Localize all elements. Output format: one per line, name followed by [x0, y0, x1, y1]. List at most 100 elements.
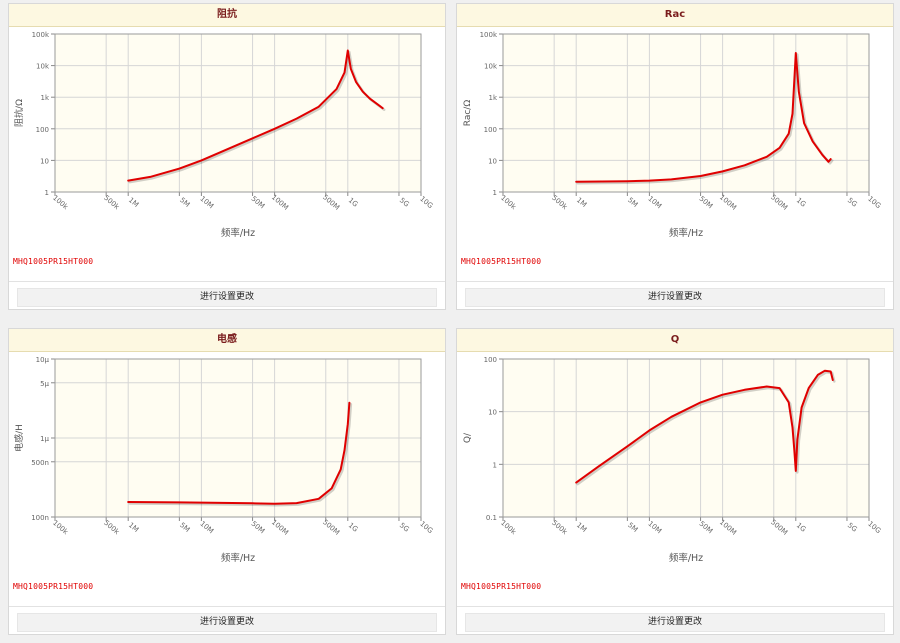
y-tick-label: 10k [36, 63, 50, 71]
y-tick-label: 10μ [36, 356, 50, 364]
series-line [127, 401, 351, 505]
impedance-chart: 100k 500k 1M 5M 10M 50M 100M 500M 1G 5G 10G 1 10 100 1… [13, 31, 434, 239]
divider [457, 281, 893, 282]
x-tick-label: 1M [575, 196, 588, 209]
x-tick-label: 100k [499, 194, 518, 212]
series-line [575, 369, 834, 484]
series-line [127, 49, 384, 182]
part-number: MHQ1005PR15HT000 [461, 257, 542, 266]
part-number: MHQ1005PR15HT000 [13, 582, 94, 591]
x-tick-label: 5G [846, 521, 859, 533]
chart-title: 电感 [9, 329, 445, 352]
settings-change-button[interactable]: 进行设置更改 [17, 288, 437, 307]
x-tick-label: 100M [270, 518, 290, 537]
q-chart: 100k 500k 1M 5M 10M 50M 100M 500M 1G 5G 10G 0.1 1 10 1… [463, 356, 882, 564]
x-axis-label: 频率/Hz [221, 227, 255, 239]
chart-title: 阻抗 [9, 4, 445, 27]
y-axis-label: 阻抗/Ω [13, 99, 25, 127]
y-tick-label: 10 [488, 409, 497, 417]
settings-change-button[interactable]: 进行设置更改 [465, 288, 885, 307]
y-tick-label: 10 [488, 157, 497, 165]
y-tick-label: 100 [484, 126, 497, 134]
x-tick-label: 1G [347, 196, 360, 208]
x-tick-label: 100k [51, 194, 70, 212]
rac-chart: 100k 500k 1M 5M 10M 50M 100M 500M 1G 5G 10G 1 10 100 1… [463, 31, 882, 239]
chart-panel-impedance: 阻抗 100k 500k 1M 5M 10M 50M 100M 500M 1G 5G 10G 1 10 1… [8, 3, 446, 310]
x-tick-label: 10G [418, 195, 434, 210]
chart-panel-q: Q 100k 500k 1M 5M 10M 50M 100M 500M 1G 5G 10G 0.1 1 1… [456, 328, 894, 635]
plot-area [503, 359, 869, 517]
x-tick-label: 50M [698, 195, 715, 211]
y-axis-label: 电感/H [13, 424, 25, 452]
x-tick-label: 1G [795, 196, 808, 208]
series-line [575, 52, 832, 183]
y-axis-label: Q/ [463, 432, 473, 443]
x-tick-label: 100M [270, 193, 290, 212]
x-tick-label: 500k [102, 519, 121, 537]
chart-panel-rac: Rac 100k 500k 1M 5M 10M 50M 100M 500M 1G 5G 10G 1 10… [456, 3, 894, 310]
chart-title: Rac [457, 4, 893, 27]
x-tick-label: 1M [575, 521, 588, 534]
y-tick-label: 100k [480, 31, 498, 39]
x-tick-label: 1G [795, 521, 808, 533]
plot-frame [54, 33, 422, 193]
x-tick-label: 5G [846, 196, 859, 208]
x-tick-label: 5M [178, 196, 191, 209]
inductance-chart: 100k 500k 1M 5M 10M 50M 100M 500M 1G 5G 10G 100n 500… [13, 356, 434, 564]
settings-change-button[interactable]: 进行设置更改 [17, 613, 437, 632]
x-tick-label: 500k [550, 194, 569, 212]
plot-area [55, 34, 421, 192]
y-tick-label: 1 [493, 461, 497, 469]
x-tick-label: 1M [127, 521, 140, 534]
y-tick-label: 1k [488, 94, 497, 102]
chart-title: Q [457, 329, 893, 352]
settings-change-button[interactable]: 进行设置更改 [465, 613, 885, 632]
y-tick-label: 1 [45, 189, 49, 197]
plot-frame [54, 358, 422, 518]
plot-frame [502, 33, 870, 193]
x-tick-label: 100k [51, 519, 70, 537]
series-line-shadow [576, 370, 836, 486]
y-tick-label: 100n [31, 514, 49, 522]
x-axis-label: 频率/Hz [221, 552, 255, 564]
divider [9, 606, 445, 607]
x-tick-label: 500M [769, 518, 789, 537]
x-tick-label: 1M [127, 196, 140, 209]
x-tick-label: 10M [646, 195, 663, 211]
x-tick-label: 5M [626, 521, 639, 534]
x-tick-label: 10M [198, 520, 215, 536]
chart-panel-inductance: 电感 100k 500k 1M 5M 10M 50M 100M 500M 1G 5G 10G 100n… [8, 328, 446, 635]
y-tick-label: 100 [36, 126, 49, 134]
divider [9, 281, 445, 282]
x-tick-label: 500k [102, 194, 121, 212]
x-tick-label: 10G [866, 195, 882, 210]
plot-frame [502, 358, 870, 518]
x-tick-label: 100M [718, 518, 738, 537]
x-tick-label: 5G [398, 196, 411, 208]
x-tick-label: 500M [769, 193, 789, 212]
y-tick-label: 5μ [40, 380, 49, 388]
part-number: MHQ1005PR15HT000 [13, 257, 94, 266]
x-axis-label: 频率/Hz [669, 227, 703, 239]
y-tick-label: 500n [31, 459, 49, 467]
x-tick-label: 10G [866, 520, 882, 535]
x-tick-label: 100M [718, 193, 738, 212]
y-tick-label: 1μ [40, 435, 49, 443]
y-tick-label: 100k [32, 31, 50, 39]
x-tick-label: 500M [321, 518, 341, 537]
part-number: MHQ1005PR15HT000 [461, 582, 542, 591]
divider [457, 606, 893, 607]
y-tick-label: 1k [40, 94, 49, 102]
x-tick-label: 50M [250, 520, 267, 536]
x-tick-label: 10G [418, 520, 434, 535]
x-tick-label: 5G [398, 521, 411, 533]
plot-area [503, 34, 869, 192]
x-tick-label: 10M [646, 520, 663, 536]
y-tick-label: 1 [493, 189, 497, 197]
x-tick-label: 50M [250, 195, 267, 211]
y-tick-label: 10k [484, 63, 498, 71]
y-tick-label: 0.1 [486, 514, 497, 522]
x-tick-label: 100k [499, 519, 518, 537]
x-tick-label: 50M [698, 520, 715, 536]
x-tick-label: 5M [178, 521, 191, 534]
